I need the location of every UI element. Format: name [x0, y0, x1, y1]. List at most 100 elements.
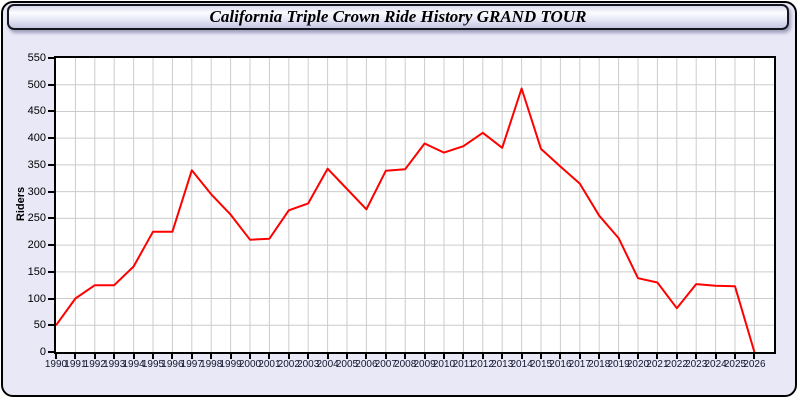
x-tick-mark	[637, 354, 639, 359]
x-tick-mark	[113, 354, 116, 359]
y-tick-label: 450	[27, 105, 46, 118]
x-tick-label: 2014	[510, 359, 533, 370]
x-tick-mark	[326, 354, 329, 359]
x-tick-label: 2025	[723, 359, 747, 370]
y-tick-label: 300	[27, 185, 46, 198]
plot-area	[54, 56, 776, 354]
x-tick-mark	[249, 354, 251, 359]
x-tick-label: 2024	[704, 359, 727, 370]
y-tick-label: 500	[27, 78, 46, 91]
x-tick-label: 2023	[685, 359, 708, 370]
x-tick-mark	[559, 354, 562, 359]
x-tick-label: 1990	[44, 359, 68, 370]
y-tick-label: 400	[27, 132, 46, 145]
x-tick-label: 2015	[529, 359, 553, 370]
x-tick-label: 1995	[141, 359, 165, 370]
x-tick-label: 2026	[743, 359, 766, 370]
x-tick-mark	[346, 354, 348, 359]
x-tick-label: 2016	[549, 359, 572, 370]
y-tick-mark	[48, 217, 54, 220]
y-tick-mark	[48, 110, 54, 113]
x-tick-mark	[578, 354, 581, 359]
x-tick-label: 1993	[103, 359, 126, 370]
riders-line-series	[56, 87, 756, 352]
y-tick-label: 550	[27, 52, 46, 64]
x-tick-mark	[307, 354, 310, 359]
x-tick-mark	[132, 354, 135, 359]
x-tick-label: 2004	[316, 359, 339, 370]
x-tick-mark	[190, 354, 193, 359]
y-tick-label: 50	[33, 319, 46, 332]
x-tick-label: 2005	[335, 359, 359, 370]
x-tick-mark	[656, 354, 659, 359]
y-tick-mark	[48, 57, 54, 59]
x-tick-mark	[617, 354, 620, 359]
x-tick-mark	[443, 354, 445, 359]
x-tick-label: 2002	[277, 359, 300, 370]
x-tick-mark	[152, 354, 154, 359]
y-tick-mark	[48, 244, 54, 247]
x-tick-label: 2007	[374, 359, 397, 370]
x-tick-mark	[520, 354, 523, 359]
x-tick-label: 2020	[626, 359, 650, 370]
x-tick-label: 1996	[161, 359, 184, 370]
x-tick-mark	[753, 354, 756, 359]
x-tick-mark	[501, 354, 504, 359]
y-tick-label: 200	[27, 239, 46, 252]
y-tick-label: 250	[27, 212, 46, 225]
x-tick-mark	[404, 354, 407, 359]
x-tick-mark	[675, 354, 678, 359]
y-tick-label: 150	[27, 265, 46, 278]
x-tick-mark	[598, 354, 601, 359]
y-tick-mark	[48, 83, 54, 86]
y-tick-mark	[48, 163, 54, 166]
x-tick-label: 2022	[665, 359, 688, 370]
y-tick-label: 0	[39, 346, 46, 358]
x-tick-label: 1992	[83, 359, 106, 370]
x-tick-label: 1999	[219, 359, 242, 370]
x-tick-mark	[210, 354, 213, 359]
y-tick-label: 100	[27, 292, 46, 305]
x-tick-label: 2021	[646, 359, 669, 370]
x-tick-label: 1997	[180, 359, 203, 370]
x-tick-mark	[93, 354, 96, 359]
x-tick-mark	[171, 354, 174, 359]
x-tick-mark	[481, 354, 484, 359]
y-tick-mark	[48, 297, 54, 300]
x-tick-mark	[55, 354, 57, 359]
chart-title: California Triple Crown Ride History GRA…	[209, 7, 587, 26]
y-tick-mark	[48, 324, 54, 327]
x-tick-label: 1991	[64, 359, 87, 370]
x-tick-label: 2010	[432, 359, 456, 370]
x-tick-mark	[287, 354, 290, 359]
x-tick-mark	[734, 354, 736, 359]
x-tick-label: 2001	[258, 359, 281, 370]
y-tick-mark	[48, 190, 54, 193]
x-tick-label: 1994	[122, 359, 145, 370]
x-tick-label: 2019	[607, 359, 630, 370]
x-tick-mark	[268, 354, 271, 359]
x-tick-mark	[462, 354, 465, 359]
title-bar: California Triple Crown Ride History GRA…	[7, 4, 789, 30]
x-tick-label: 1998	[200, 359, 223, 370]
y-tick-label: 350	[27, 158, 46, 171]
x-tick-mark	[695, 354, 698, 359]
x-tick-label: 2017	[568, 359, 591, 370]
x-tick-mark	[229, 354, 232, 359]
y-tick-mark	[48, 137, 54, 140]
x-tick-label: 2013	[491, 359, 514, 370]
x-tick-mark	[384, 354, 387, 359]
x-tick-label: 2008	[394, 359, 417, 370]
x-tick-label: 2009	[413, 359, 436, 370]
x-tick-mark	[365, 354, 368, 359]
x-tick-mark	[74, 354, 77, 359]
line-chart-svg	[56, 58, 774, 352]
x-tick-label: 2018	[588, 359, 611, 370]
x-tick-label: 2000	[238, 359, 262, 370]
x-tick-mark	[540, 354, 542, 359]
y-tick-mark	[48, 351, 54, 353]
y-tick-mark	[48, 270, 54, 273]
x-tick-label: 2012	[471, 359, 494, 370]
x-tick-label: 2011	[452, 359, 475, 370]
